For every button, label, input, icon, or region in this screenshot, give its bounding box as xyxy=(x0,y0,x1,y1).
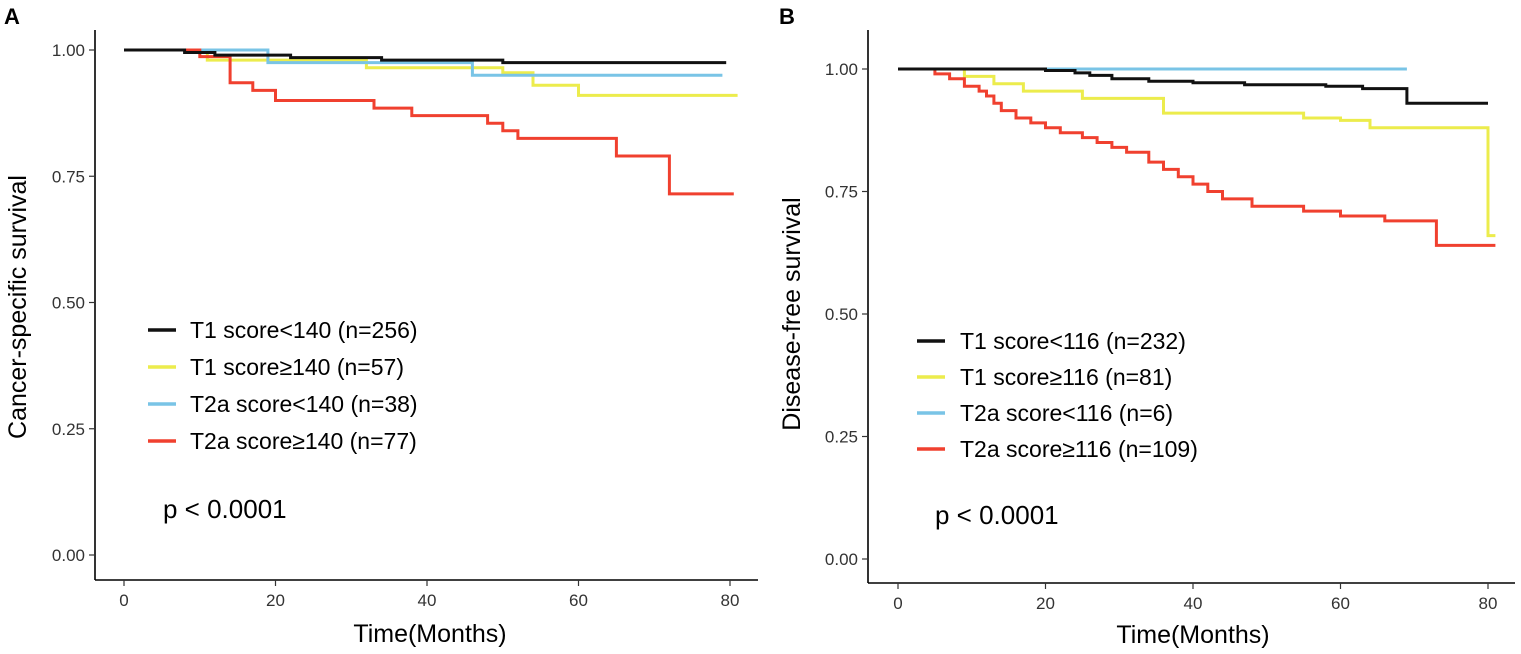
y-axis-title-a: Cancer-specific survival xyxy=(4,175,32,439)
y-tick-label-a-0: 0.00 xyxy=(52,546,85,565)
survival-curve-a-1 xyxy=(124,48,738,97)
survival-curve-a-0 xyxy=(124,48,727,65)
x-tick-label-a-3: 60 xyxy=(569,591,588,610)
y-tick-label-a-1: 0.25 xyxy=(52,420,85,439)
panel-letter-b: B xyxy=(779,4,795,29)
survival-curve-a-2 xyxy=(124,48,723,77)
x-tick-label-b-2: 40 xyxy=(1184,594,1203,613)
legend-a: T1 score<140 (n=256) T1 score≥140 (n=57)… xyxy=(148,317,418,454)
legend-label-a-0: T1 score<140 (n=256) xyxy=(190,317,418,343)
survival-curves-a xyxy=(124,48,738,196)
panel-letter-a: A xyxy=(4,4,20,29)
legend-label-b-3: T2a score≥116 (n=109) xyxy=(960,436,1198,462)
legend-label-b-0: T1 score<116 (n=232) xyxy=(960,328,1186,354)
x-axis-title-a: Time(Months) xyxy=(353,620,506,648)
y-tick-label-b-2: 0.50 xyxy=(825,305,858,324)
y-tick-label-b-0: 0.00 xyxy=(825,550,858,569)
panel-b: B 0.00 0.25 0.50 0.75 1.00 0 20 40 60 80 Time(Mo… xyxy=(778,4,1515,649)
y-ticks-b: 0.00 0.25 0.50 0.75 1.00 xyxy=(825,60,868,569)
x-tick-label-a-0: 0 xyxy=(119,591,128,610)
x-ticks-b: 0 20 40 60 80 xyxy=(893,583,1497,613)
y-tick-label-a-3: 0.75 xyxy=(52,167,85,186)
x-tick-label-b-3: 60 xyxy=(1331,594,1350,613)
p-value-b: p < 0.0001 xyxy=(935,500,1059,530)
p-value-a: p < 0.0001 xyxy=(163,494,287,524)
panel-a: A 0.00 0.25 0.50 0.75 1.00 0 20 40 60 80 Time(Mo… xyxy=(4,4,758,648)
legend-b: T1 score<116 (n=232) T1 score≥116 (n=81)… xyxy=(917,328,1198,462)
y-axis-title-b: Disease-free survival xyxy=(778,197,806,430)
legend-label-b-1: T1 score≥116 (n=81) xyxy=(960,364,1172,390)
x-tick-label-b-0: 0 xyxy=(893,594,902,613)
survival-curve-b-0 xyxy=(898,67,1488,105)
x-tick-label-a-2: 40 xyxy=(418,591,437,610)
x-ticks-a: 0 20 40 60 80 xyxy=(119,580,739,610)
x-tick-label-a-1: 20 xyxy=(266,591,285,610)
y-tick-label-b-4: 1.00 xyxy=(825,60,858,79)
legend-label-b-2: T2a score<116 (n=6) xyxy=(960,400,1173,426)
x-axis-title-b: Time(Months) xyxy=(1116,621,1269,649)
x-tick-label-a-4: 80 xyxy=(721,591,740,610)
y-tick-label-b-3: 0.75 xyxy=(825,183,858,202)
survival-curve-b-1 xyxy=(898,67,1496,238)
survival-curve-a-3 xyxy=(124,48,734,196)
y-tick-label-b-1: 0.25 xyxy=(825,428,858,447)
legend-label-a-1: T1 score≥140 (n=57) xyxy=(190,354,404,380)
x-tick-label-b-4: 80 xyxy=(1479,594,1498,613)
survival-curves-b xyxy=(898,67,1496,247)
survival-curve-b-3 xyxy=(898,67,1496,247)
legend-label-a-3: T2a score≥140 (n=77) xyxy=(190,428,417,454)
y-tick-label-a-4: 1.00 xyxy=(52,41,85,60)
y-tick-label-a-2: 0.50 xyxy=(52,294,85,313)
x-tick-label-b-1: 20 xyxy=(1036,594,1055,613)
legend-label-a-2: T2a score<140 (n=38) xyxy=(190,391,418,417)
y-ticks-a: 0.00 0.25 0.50 0.75 1.00 xyxy=(52,41,95,565)
